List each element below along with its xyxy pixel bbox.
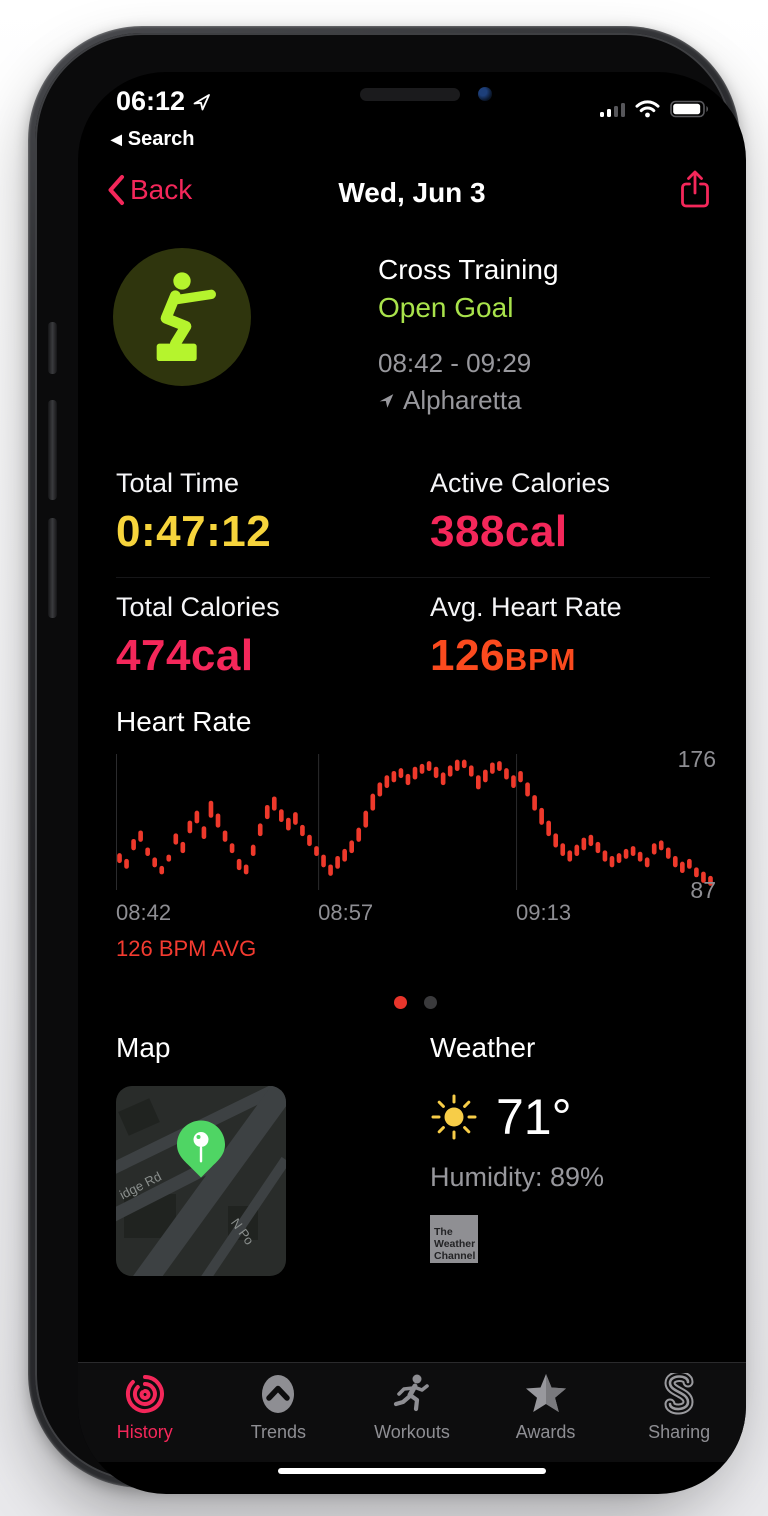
stat-value: 126BPM	[430, 631, 577, 680]
heart-rate-title: Heart Rate	[116, 706, 252, 737]
stat-avg-heart-rate: Avg. Heart Rate 126BPM	[430, 592, 710, 681]
share-button[interactable]	[678, 168, 712, 217]
mute-switch	[48, 322, 57, 374]
weather-channel-logo: The Weather Channel	[430, 1215, 478, 1263]
stat-value: 474cal	[116, 631, 254, 680]
workout-location: Alpharetta	[378, 385, 559, 416]
iphone-device-frame: 06:12 ◀ Search	[28, 26, 746, 1494]
stat-total-time: Total Time 0:47:12	[116, 468, 378, 557]
map-pin-icon	[177, 1120, 225, 1178]
front-camera	[478, 87, 492, 101]
stat-label: Avg. Heart Rate	[430, 592, 622, 622]
back-to-app-chip[interactable]: ◀ Search	[111, 128, 195, 151]
award-star-icon	[525, 1374, 566, 1412]
tick-0913: 09:13	[516, 900, 572, 925]
stat-label: Total Time	[116, 468, 240, 498]
tab-awards[interactable]: Awards	[479, 1363, 613, 1462]
page-dot-active[interactable]	[393, 996, 407, 1009]
cross-training-icon	[156, 272, 216, 361]
workout-meta: Cross Training Open Goal 08:42 - 09:29 A…	[378, 248, 559, 416]
chevron-left-icon	[108, 175, 124, 205]
earpiece-speaker	[360, 88, 460, 101]
chart-min-label: 87	[690, 877, 716, 903]
temperature-value: 71°	[496, 1089, 572, 1145]
home-indicator[interactable]	[278, 1468, 546, 1474]
page-title: Wed, Jun 3	[338, 177, 486, 208]
page-dots	[116, 996, 714, 1009]
map-thumbnail[interactable]: idge Rd N Po	[116, 1086, 286, 1276]
heart-rate-chart-svg	[116, 754, 713, 890]
stat-active-calories: Active Calories 388cal	[430, 468, 710, 557]
stat-total-calories: Total Calories 474cal	[116, 592, 378, 681]
stat-label: Active Calories	[430, 468, 611, 498]
trends-icon	[262, 1375, 295, 1413]
twc-line: The	[434, 1226, 453, 1238]
workout-type-label: Cross Training	[378, 254, 559, 285]
clock-text: 06:12	[116, 86, 186, 116]
tab-label: Awards	[515, 1422, 576, 1442]
tick-0842: 08:42	[116, 900, 172, 925]
history-rings-icon	[125, 1375, 164, 1413]
sun-icon	[431, 1094, 477, 1140]
humidity-label: Humidity: 89%	[430, 1162, 605, 1192]
weather-current: 71°	[430, 1088, 710, 1146]
stat-value: 388cal	[430, 507, 568, 556]
share-icon	[681, 170, 709, 208]
location-arrow-icon	[379, 394, 394, 408]
stats-row-2: Total Calories 474cal Avg. Heart Rate 12…	[116, 577, 710, 701]
workout-type-badge	[113, 248, 251, 386]
tab-label: Trends	[250, 1422, 307, 1442]
workout-stats: Total Time 0:47:12 Active Calories 388ca…	[116, 454, 710, 701]
back-triangle-icon: ◀	[111, 131, 122, 147]
cell-signal-icon	[599, 102, 625, 117]
stats-row-1: Total Time 0:47:12 Active Calories 388ca…	[116, 454, 710, 577]
map-building	[118, 1098, 160, 1136]
tab-history[interactable]: History	[78, 1363, 212, 1462]
back-app-label: Search	[127, 128, 195, 150]
volume-up-button	[48, 400, 57, 500]
sharing-icon	[664, 1373, 694, 1415]
workout-summary-header: Cross Training Open Goal 08:42 - 09:29 A…	[113, 248, 713, 416]
weather-column: Weather 71° Humidity: 89% The	[430, 1032, 710, 1276]
volume-down-button	[48, 518, 57, 618]
heart-rate-section: Heart Rate 176 87 08:42 08:57 09:13 126 …	[116, 706, 716, 1009]
status-bar-time-group: 06:12	[116, 86, 212, 117]
tab-label: History	[116, 1422, 173, 1442]
weather-title: Weather	[430, 1032, 536, 1063]
map-title: Map	[116, 1032, 171, 1063]
twc-line: Weather	[434, 1237, 476, 1250]
chart-max-label: 176	[677, 746, 716, 772]
battery-icon	[670, 100, 709, 118]
runner-icon	[393, 1374, 429, 1412]
stat-label: Total Calories	[116, 592, 280, 622]
stat-value: 0:47:12	[116, 507, 272, 556]
chart-x-axis: 08:42 08:57 09:13	[116, 900, 714, 930]
back-label: Back	[130, 174, 193, 205]
map-weather-row: Map idge Rd N Po	[116, 1032, 710, 1276]
back-button[interactable]: Back	[106, 174, 192, 206]
tick-0857: 08:57	[318, 900, 374, 925]
wifi-icon	[635, 100, 660, 118]
workout-time-range: 08:42 - 09:29	[378, 348, 532, 378]
app-screen: 06:12 ◀ Search	[78, 72, 746, 1494]
avg-bpm-label: 126 BPM AVG	[116, 936, 257, 961]
map-pin	[172, 1119, 230, 1194]
tab-trends[interactable]: Trends	[212, 1363, 346, 1462]
navigation-bar: Back Wed, Jun 3	[78, 168, 746, 226]
location-services-icon	[193, 93, 210, 110]
heart-rate-chart[interactable]: 176 87	[116, 746, 716, 903]
twc-line: Channel	[434, 1249, 476, 1262]
workout-goal-label: Open Goal	[378, 292, 514, 323]
tab-workouts[interactable]: Workouts	[345, 1363, 479, 1462]
tab-sharing[interactable]: Sharing	[612, 1363, 746, 1462]
status-bar-icons	[599, 100, 711, 118]
map-column: Map idge Rd N Po	[116, 1032, 378, 1276]
workout-location-label: Alpharetta	[403, 385, 522, 415]
tab-label: Workouts	[374, 1422, 450, 1442]
page-dot-inactive[interactable]	[423, 996, 437, 1009]
tab-bar: History Trends	[78, 1362, 746, 1462]
tab-label: Sharing	[648, 1422, 711, 1442]
